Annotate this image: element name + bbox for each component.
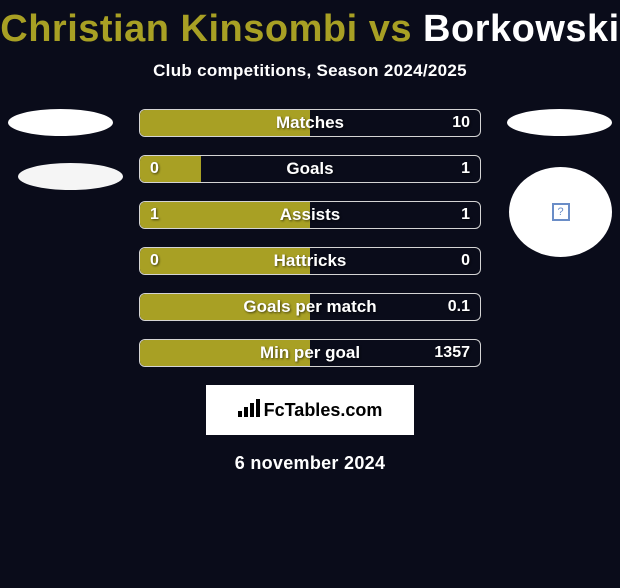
title-vs: vs: [369, 8, 412, 50]
avatar-left-ellipse-2: [18, 163, 123, 190]
badge-box-icon: ?: [552, 203, 570, 221]
avatar-left-ellipse-1: [8, 109, 113, 136]
stat-value-right: 0.1: [448, 298, 470, 316]
stat-row: Goals 0 1: [139, 155, 481, 183]
stat-value-left: 0: [150, 160, 159, 178]
badge-box-text: ?: [557, 206, 563, 218]
stat-value-right: 0: [461, 252, 470, 270]
date-footer: 6 november 2024: [0, 453, 620, 474]
stat-label: Min per goal: [260, 343, 360, 363]
avatar-right-ellipse-2: ?: [509, 167, 612, 257]
stat-value-left: 1: [150, 206, 159, 224]
stat-row: Matches 10: [139, 109, 481, 137]
logo-text: FcTables.com: [264, 400, 383, 421]
avatar-right-ellipse-1: [507, 109, 612, 136]
stat-row: Min per goal 1357: [139, 339, 481, 367]
stat-rows: Matches10Goals01Assists11Hattricks00Goal…: [139, 109, 481, 367]
stat-label: Assists: [280, 205, 340, 225]
stat-value-right: 1: [461, 160, 470, 178]
stat-value-right: 10: [452, 114, 470, 132]
stat-label: Hattricks: [274, 251, 347, 271]
chart-icon: [238, 399, 260, 422]
stat-label: Goals: [286, 159, 333, 179]
stat-value-right: 1: [461, 206, 470, 224]
chart-area: ? Matches10Goals01Assists11Hattricks00Go…: [0, 109, 620, 367]
title-player-right: Borkowski: [423, 8, 620, 50]
stat-row: Hattricks 0 0: [139, 247, 481, 275]
stat-value-left: 0: [150, 252, 159, 270]
stat-label: Goals per match: [243, 297, 376, 317]
stat-value-right: 1357: [434, 344, 470, 362]
stat-row: Goals per match 0.1: [139, 293, 481, 321]
comparison-title: Christian Kinsombi vs Borkowski: [0, 8, 620, 51]
stat-row: Assists 1 1: [139, 201, 481, 229]
title-player-left: Christian Kinsombi: [0, 8, 357, 50]
logo-box: FcTables.com: [206, 385, 414, 435]
subtitle: Club competitions, Season 2024/2025: [0, 61, 620, 81]
stat-bar-right: [201, 156, 480, 182]
stat-label: Matches: [276, 113, 344, 133]
